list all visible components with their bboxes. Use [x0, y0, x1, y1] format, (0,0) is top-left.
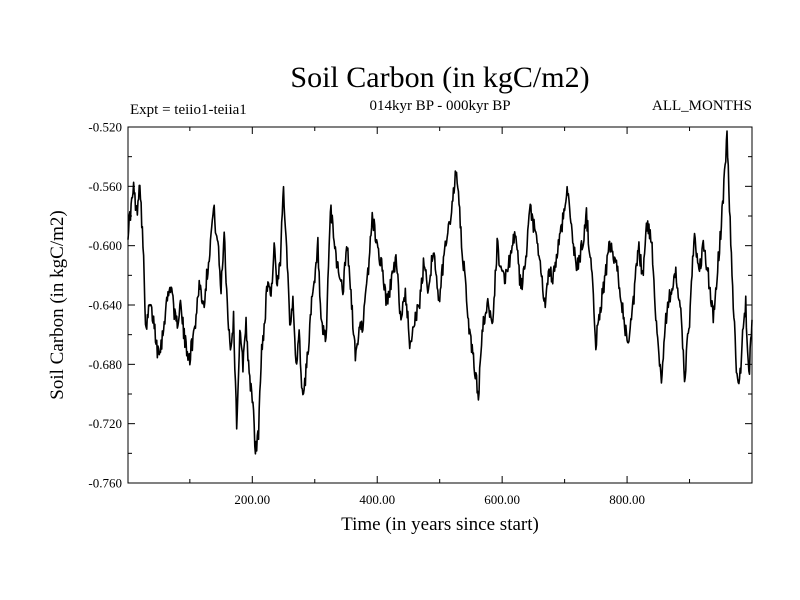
y-tick-label: -0.520 — [88, 120, 122, 135]
series-line-soil-carbon — [127, 130, 753, 455]
y-tick-label: -0.720 — [88, 416, 122, 431]
y-tick-label: -0.560 — [88, 179, 122, 194]
y-axis-label: Soil Carbon (in kgC/m2) — [47, 210, 68, 399]
x-axis-label: Time (in years since start) — [341, 514, 539, 535]
y-tick-label: -0.600 — [88, 238, 122, 253]
experiment-label: Expt = teiio1-teiia1 — [130, 102, 247, 118]
x-tick-label: 400.00 — [359, 492, 395, 507]
plot-area: -0.760 -0.720 -0.680 -0.640 -0.600 -0.560 -0.5… — [88, 120, 753, 507]
x-tick-label: 800.00 — [609, 492, 645, 507]
y-axis: -0.760 -0.720 -0.680 -0.640 -0.600 -0.560 -0.5… — [88, 120, 752, 491]
x-axis: 200.00 400.00 600.00 800.00 — [189, 127, 691, 507]
y-tick-label: -0.680 — [88, 357, 122, 372]
chart-subtitle: 014kyr BP - 000kyr BP — [369, 98, 510, 114]
y-tick-label: -0.760 — [88, 476, 122, 491]
x-tick-label: 200.00 — [234, 492, 270, 507]
period-label: ALL_MONTHS — [652, 98, 752, 114]
plot-frame — [127, 126, 753, 484]
chart-title: Soil Carbon (in kgC/m2) — [290, 61, 589, 94]
y-tick-label: -0.640 — [88, 298, 122, 313]
x-tick-label: 600.00 — [484, 492, 520, 507]
